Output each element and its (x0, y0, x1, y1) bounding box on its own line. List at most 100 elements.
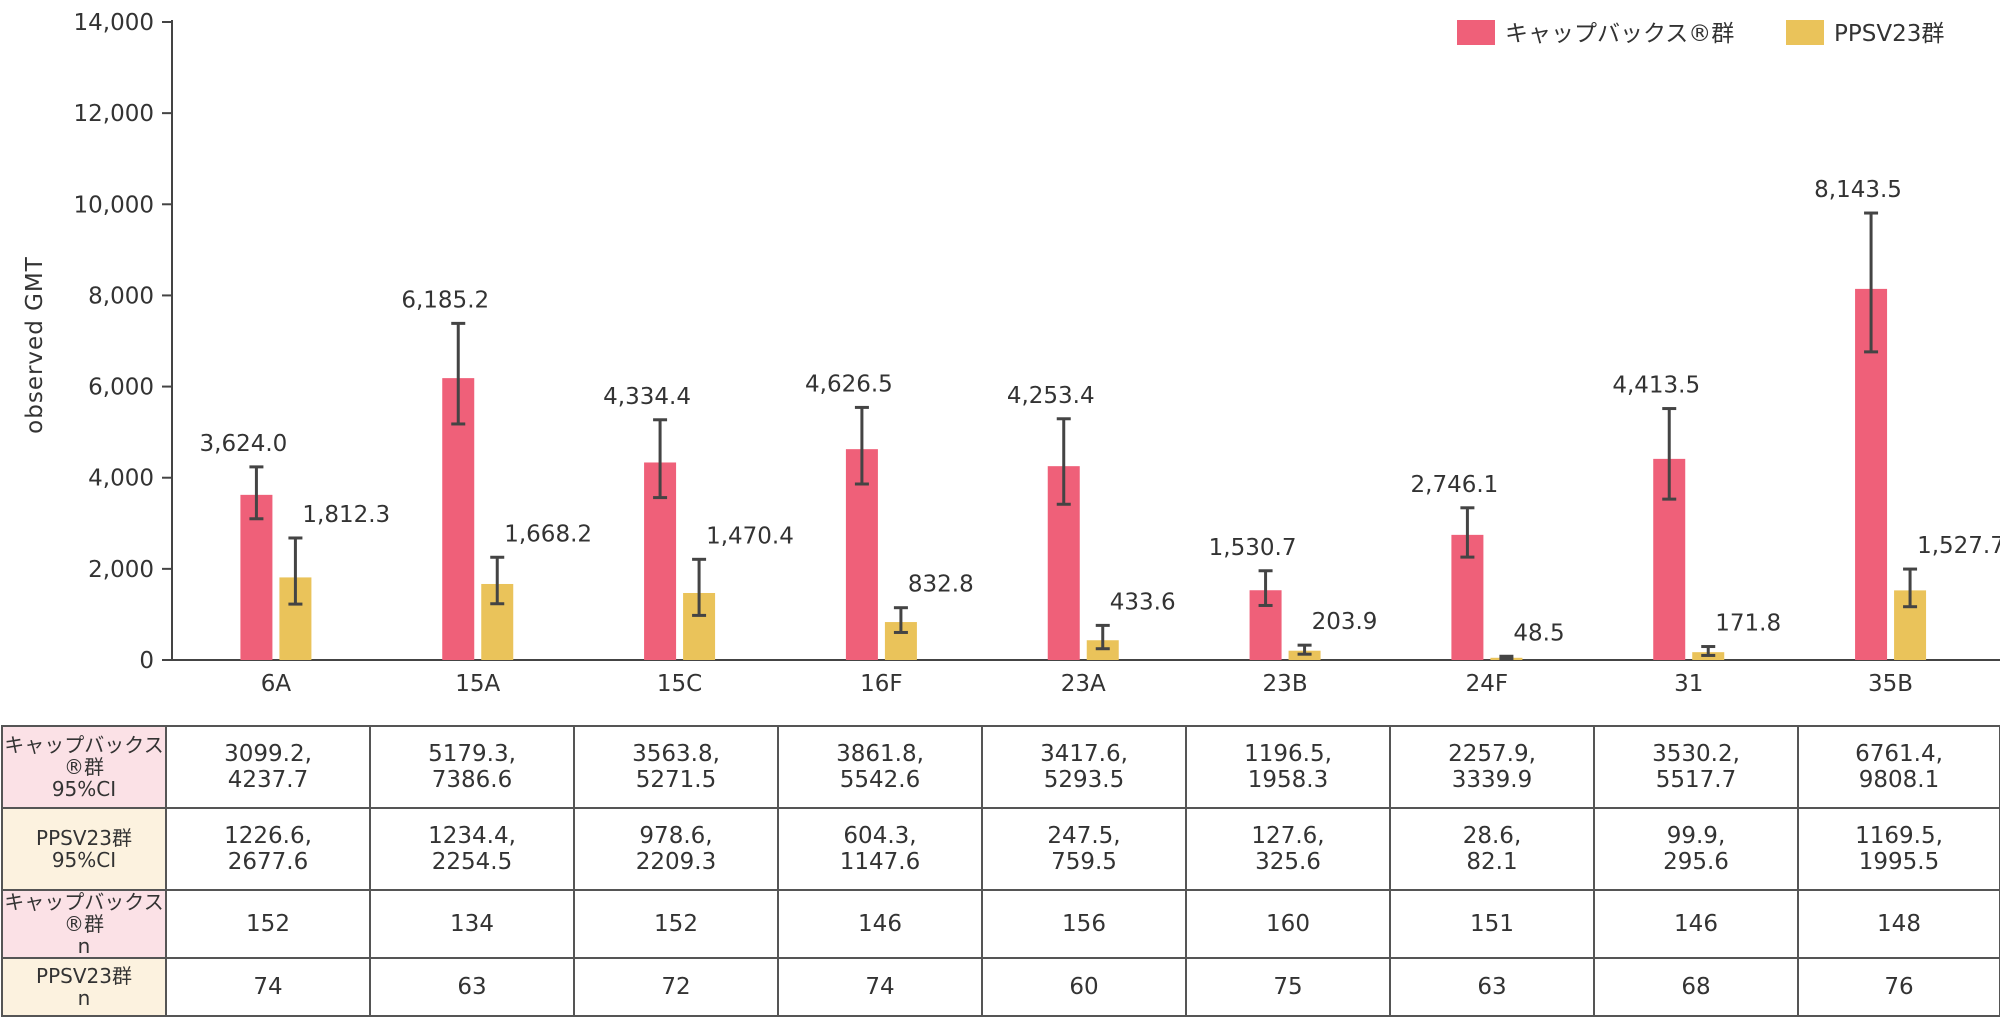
table-cell: 1226.6, 2677.6 (165, 807, 371, 891)
cell-line: 146 (858, 911, 902, 937)
x-tick-label: 31 (1674, 671, 1703, 697)
y-tick-label: 14,000 (74, 10, 154, 36)
table-row: PPSV23群 n 74 63 72 74 60 75 63 68 76 (1, 957, 2000, 1017)
table-cell: 3099.2, 4237.7 (165, 725, 371, 809)
cell-line: 295.6 (1663, 849, 1729, 875)
cell-line: 2677.6 (227, 849, 309, 875)
cell-line: 325.6 (1255, 849, 1321, 875)
row-header-line: n (77, 934, 91, 958)
data-label: 4,253.4 (1007, 383, 1095, 409)
chart-legend: キャップバックス®群 PPSV23群 (1457, 20, 1944, 47)
plot-area: 0 2,000 4,000 6,000 8,000 10,000 12,000 14,000 6… (74, 10, 2000, 697)
cell-line: 28.6, (1462, 823, 1522, 849)
cell-line: 604.3, (843, 823, 917, 849)
row-header: PPSV23群 n (1, 957, 167, 1017)
y-tick-label: 6,000 (88, 375, 154, 401)
cell-line: 5293.5 (1043, 767, 1125, 793)
cell-line: 72 (661, 974, 691, 1000)
cell-line: 152 (654, 911, 698, 937)
cell-line: 63 (1477, 974, 1507, 1000)
cell-line: 76 (1884, 974, 1914, 1000)
table-cell: 3861.8, 5542.6 (777, 725, 983, 809)
data-label: 832.8 (908, 572, 974, 598)
table-cell: 28.6, 82.1 (1389, 807, 1595, 891)
table-cell: 247.5, 759.5 (981, 807, 1187, 891)
cell-line: 2254.5 (431, 849, 513, 875)
data-label: 1,470.4 (706, 523, 794, 549)
legend-label-cap: キャップバックス®群 (1505, 21, 1734, 47)
cell-line: 99.9, (1666, 823, 1726, 849)
row-header-line: 95%CI (51, 777, 117, 801)
cell-line: 1995.5 (1858, 849, 1940, 875)
table-cell: 75 (1185, 957, 1391, 1017)
table-cell: 1196.5, 1958.3 (1185, 725, 1391, 809)
table-cell: 978.6, 2209.3 (573, 807, 779, 891)
cell-line: 3861.8, (836, 741, 924, 767)
table-row: キャップバックス®群 n 152 134 152 146 156 160 151 146 148 (1, 889, 2000, 959)
cell-line: 759.5 (1051, 849, 1117, 875)
table-row: PPSV23群 95%CI 1226.6, 2677.6 1234.4, 2254.5 97… (1, 807, 2000, 891)
cell-line: 1234.4, (428, 823, 516, 849)
y-tick-label: 2,000 (88, 557, 154, 583)
data-label: 8,143.5 (1814, 177, 1902, 203)
data-label: 203.9 (1312, 609, 1378, 635)
table-cell: 63 (1389, 957, 1595, 1017)
cell-line: 7386.6 (431, 767, 513, 793)
table-row: キャップバックス®群 95%CI 3099.2, 4237.7 5179.3, 7386.… (1, 725, 2000, 809)
legend-swatch-cap (1457, 20, 1495, 45)
table-cell: 604.3, 1147.6 (777, 807, 983, 891)
table-cell: 148 (1797, 889, 2000, 959)
bar (240, 494, 273, 660)
table-cell: 63 (369, 957, 575, 1017)
cell-line: 156 (1062, 911, 1106, 937)
table-cell: 99.9, 295.6 (1593, 807, 1799, 891)
row-header-line: 95%CI (51, 848, 117, 872)
data-label: 4,334.4 (603, 384, 691, 410)
table-cell: 68 (1593, 957, 1799, 1017)
cell-line: 247.5, (1047, 823, 1121, 849)
cell-line: 68 (1681, 974, 1711, 1000)
cell-line: 2257.9, (1448, 741, 1536, 767)
table-cell: 76 (1797, 957, 2000, 1017)
table-cell: 160 (1185, 889, 1391, 959)
legend-swatch-ppsv (1786, 20, 1824, 45)
table-cell: 146 (777, 889, 983, 959)
cell-line: 1226.6, (224, 823, 312, 849)
x-tick-label: 15C (657, 671, 702, 697)
row-header: キャップバックス®群 n (1, 889, 167, 959)
cell-line: 1169.5, (1855, 823, 1943, 849)
cell-line: 146 (1674, 911, 1718, 937)
cell-line: 75 (1273, 974, 1303, 1000)
table-cell: 74 (165, 957, 371, 1017)
cell-line: 9808.1 (1858, 767, 1940, 793)
table-cell: 134 (369, 889, 575, 959)
cell-line: 4237.7 (227, 767, 309, 793)
row-header-line: キャップバックス®群 (4, 890, 164, 936)
table-cell: 156 (981, 889, 1187, 959)
x-tick-label: 23A (1061, 671, 1106, 697)
row-header-line: キャップバックス®群 (4, 733, 164, 779)
cell-line: 148 (1877, 911, 1921, 937)
y-tick-label: 4,000 (88, 466, 154, 492)
cell-line: 134 (450, 911, 494, 937)
table-cell: 2257.9, 3339.9 (1389, 725, 1595, 809)
data-label: 171.8 (1715, 611, 1781, 637)
table-cell: 151 (1389, 889, 1595, 959)
row-header: キャップバックス®群 95%CI (1, 725, 167, 809)
data-label: 1,668.2 (504, 521, 592, 547)
cell-line: 5517.7 (1655, 767, 1737, 793)
data-label: 3,624.0 (200, 431, 288, 457)
row-header-line: PPSV23群 (36, 964, 132, 988)
table-cell: 5179.3, 7386.6 (369, 725, 575, 809)
cell-line: 160 (1266, 911, 1310, 937)
cell-line: 6761.4, (1855, 741, 1943, 767)
x-tick-label: 6A (261, 671, 292, 697)
y-tick-label: 10,000 (74, 192, 154, 218)
cell-line: 1958.3 (1247, 767, 1329, 793)
gmt-bar-chart: observed GMT キャップバックス®群 PPSV23群 0 2,000 4,… (22, 10, 2000, 697)
data-label: 433.6 (1110, 589, 1176, 615)
legend-label-ppsv: PPSV23群 (1834, 21, 1944, 47)
y-tick-label: 0 (139, 648, 154, 674)
data-label: 4,626.5 (805, 371, 893, 397)
data-label: 48.5 (1513, 620, 1564, 646)
